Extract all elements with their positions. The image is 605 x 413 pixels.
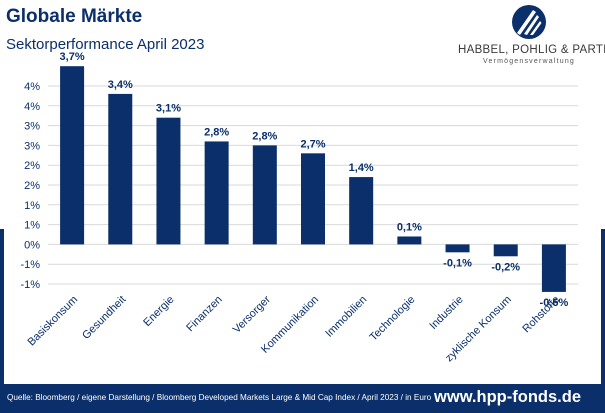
logo-mark-icon bbox=[512, 5, 546, 39]
data-label: 2,8% bbox=[204, 126, 229, 138]
bar bbox=[252, 145, 277, 245]
bar bbox=[301, 153, 325, 245]
page-title: Globale Märkte bbox=[6, 6, 143, 27]
x-tick-label: Immobilien bbox=[323, 294, 369, 340]
data-label: -0,6% bbox=[540, 297, 569, 309]
data-label: 0,1% bbox=[397, 221, 422, 233]
bar bbox=[493, 244, 518, 257]
y-tick-label: 3% bbox=[24, 140, 40, 152]
y-tick-label: 2% bbox=[24, 160, 40, 172]
x-tick-label: Versorger bbox=[231, 293, 273, 335]
y-tick-label: 4% bbox=[24, 101, 40, 113]
x-tick-label: Industrie bbox=[427, 294, 465, 332]
bar bbox=[156, 117, 181, 245]
y-tick-label: 4% bbox=[24, 81, 40, 93]
x-tick-label: Gesundheit bbox=[80, 294, 128, 342]
left-accent-band bbox=[0, 229, 4, 384]
data-label: 3,4% bbox=[108, 79, 133, 91]
data-label: 3,7% bbox=[60, 51, 85, 63]
x-tick-label: Energie bbox=[141, 294, 176, 329]
page-subtitle: Sektorperformance April 2023 bbox=[6, 36, 205, 53]
website-link[interactable]: www.hpp-fonds.de bbox=[434, 388, 581, 406]
y-tick-label: 1% bbox=[24, 200, 40, 212]
x-tick-label: Basiskonsum bbox=[25, 294, 80, 349]
logo-name: HABBEL, POHLIG & PARTNER bbox=[458, 44, 605, 56]
data-label: -0,2% bbox=[491, 261, 520, 273]
bar bbox=[541, 244, 566, 292]
y-tick-label: 0% bbox=[24, 239, 40, 251]
footer-bar: Quelle: Bloomberg / eigene Darstellung /… bbox=[0, 384, 605, 413]
bar bbox=[349, 177, 374, 245]
data-label: 3,1% bbox=[156, 103, 181, 115]
y-tick-label: -1% bbox=[20, 259, 40, 271]
source-note: Quelle: Bloomberg / eigene Darstellung /… bbox=[7, 393, 432, 402]
bar bbox=[60, 66, 85, 245]
bar bbox=[204, 141, 229, 245]
logo-tagline: Vermögensverwaltung bbox=[482, 58, 576, 65]
data-label: 1,4% bbox=[349, 162, 374, 174]
y-tick-label: -1% bbox=[20, 279, 40, 291]
data-label: 2,8% bbox=[252, 130, 277, 142]
right-accent-band bbox=[601, 229, 605, 384]
bar bbox=[397, 236, 422, 245]
bar-chart: 4% 4% 3% 3% 2% 2% 1% 1% 0% -1% -1% 3,7% Basiskonsum 3… bbox=[20, 51, 578, 364]
bar bbox=[445, 244, 470, 253]
bar bbox=[108, 93, 133, 245]
x-tick-label: Technologie bbox=[367, 294, 417, 344]
data-label: 2,7% bbox=[300, 138, 325, 150]
x-tick-label: Finanzen bbox=[184, 294, 224, 334]
data-label: -0,1% bbox=[443, 257, 472, 269]
y-tick-label: 2% bbox=[24, 180, 40, 192]
y-tick-label: 3% bbox=[24, 121, 40, 133]
y-tick-label: 1% bbox=[24, 220, 40, 232]
